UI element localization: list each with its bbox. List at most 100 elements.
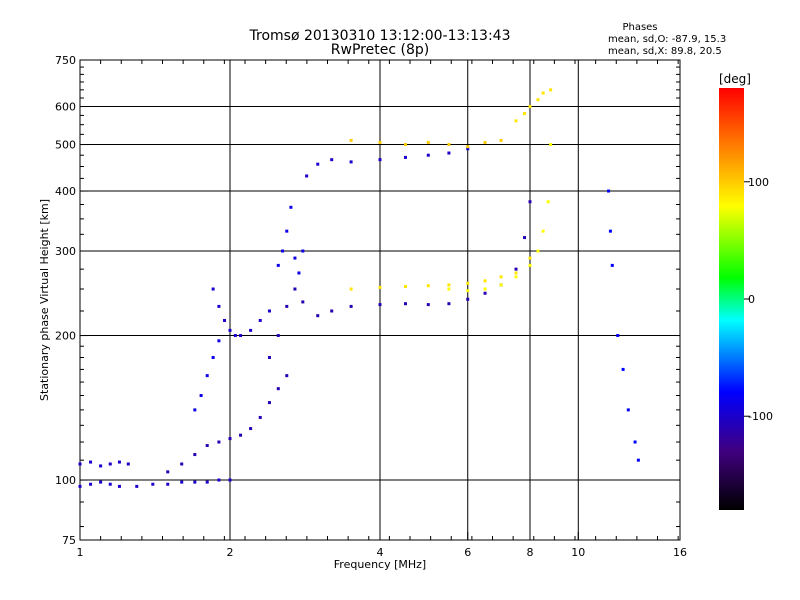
data-point [293, 287, 297, 291]
data-point [89, 460, 93, 464]
data-point [217, 478, 221, 482]
phase-info-o-line: mean, sd,O: -87.9, 15.3 [608, 34, 726, 45]
data-point [193, 480, 197, 484]
y-tick-label: 200 [55, 330, 76, 343]
colorbar-label: [deg] [719, 72, 751, 86]
data-point [349, 160, 353, 164]
data-point [610, 263, 614, 267]
colorbar-tick-label: 0 [748, 293, 755, 306]
data-point [117, 460, 121, 464]
data-point [258, 415, 262, 419]
data-point [466, 297, 470, 301]
chart-subtitle: RwPretec (8p) [331, 42, 429, 58]
data-point [403, 302, 407, 306]
data-point [330, 309, 334, 313]
data-point [378, 303, 382, 307]
data-point [228, 437, 232, 441]
data-point [541, 229, 545, 233]
data-point [258, 318, 262, 322]
data-point [483, 140, 487, 144]
data-point [447, 283, 451, 287]
data-point [633, 440, 637, 444]
plot-area: 1 2 4 6 8 10 16 75 100 200 300 400 500 600 750 [55, 54, 687, 559]
data-point [180, 480, 184, 484]
colorbar-tick-label: 100 [748, 176, 769, 189]
data-point [607, 189, 611, 193]
data-point [166, 482, 170, 486]
data-point [426, 140, 430, 144]
data-point [403, 285, 407, 289]
data-point [205, 374, 209, 378]
data-point [447, 143, 451, 147]
x-tick-label: 4 [377, 546, 384, 559]
data-point [305, 174, 309, 178]
y-tick-label: 400 [55, 185, 76, 198]
data-point [217, 440, 221, 444]
data-points-layer [78, 88, 640, 488]
data-point [276, 387, 280, 391]
data-point [426, 303, 430, 307]
data-point [267, 401, 271, 405]
data-point [293, 256, 297, 260]
data-point [233, 334, 237, 338]
x-tick-label: 16 [673, 546, 687, 559]
data-point [514, 119, 518, 123]
data-point [616, 334, 620, 338]
data-point [528, 256, 532, 260]
data-point [301, 249, 305, 253]
data-point [536, 249, 540, 253]
data-point [211, 355, 215, 359]
phase-info-title: Phases [622, 22, 657, 33]
data-point [211, 287, 215, 291]
data-point [108, 482, 112, 486]
data-point [523, 112, 527, 116]
data-point [301, 300, 305, 304]
data-point [447, 302, 451, 306]
data-point [528, 263, 532, 267]
data-point [135, 484, 139, 488]
colorbar-ticks: 100 0 -100 [744, 176, 773, 423]
y-tick-label: 75 [62, 534, 76, 547]
data-point [549, 143, 553, 147]
data-point [426, 284, 430, 288]
data-point [499, 275, 503, 279]
data-point [608, 229, 612, 233]
data-point [285, 229, 289, 233]
data-point [249, 328, 253, 332]
x-ticks: 1 2 4 6 8 10 16 [77, 60, 687, 559]
data-point [199, 394, 203, 398]
data-point [466, 289, 470, 293]
data-point [316, 162, 320, 166]
data-point [541, 91, 545, 95]
data-point [636, 458, 640, 462]
data-point [483, 279, 487, 283]
x-tick-label: 6 [464, 546, 471, 559]
data-point [281, 249, 285, 253]
data-point [267, 309, 271, 313]
data-point [316, 314, 320, 318]
data-point [546, 200, 550, 204]
data-point [223, 318, 227, 322]
data-point [285, 304, 289, 308]
chart-title: Tromsø 20130310 13:12:00-13:13:43 [249, 28, 511, 44]
grid-layer [80, 60, 680, 540]
data-point [99, 464, 103, 468]
data-point [330, 158, 334, 162]
data-point [528, 105, 532, 109]
data-point [249, 427, 253, 431]
colorbar-gradient [719, 88, 744, 510]
data-point [228, 478, 232, 482]
data-point [466, 145, 470, 149]
x-tick-label: 8 [527, 546, 534, 559]
data-point [117, 484, 121, 488]
data-point [99, 480, 103, 484]
phase-info-x-line: mean, sd,X: 89.8, 20.5 [608, 46, 722, 57]
data-point [514, 267, 518, 271]
data-point [528, 200, 532, 204]
x-tick-label: 2 [227, 546, 234, 559]
data-point [297, 271, 301, 275]
data-point [78, 484, 82, 488]
data-point [285, 374, 289, 378]
data-point [447, 151, 451, 155]
x-tick-label: 1 [77, 546, 84, 559]
